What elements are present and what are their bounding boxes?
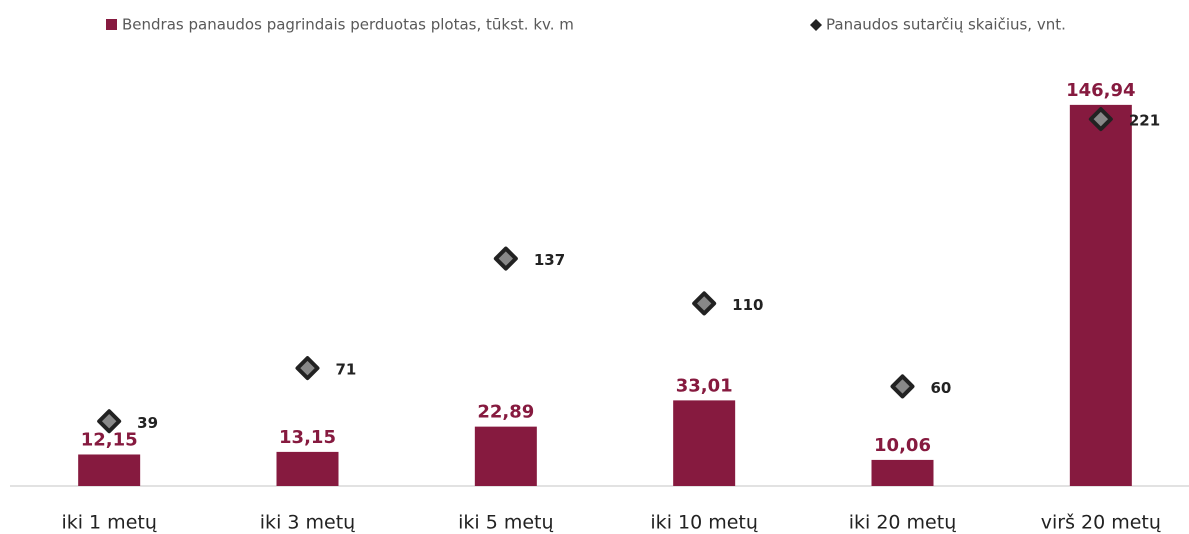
- marker-value-label: 110: [732, 296, 763, 314]
- bar-value-label: 13,15: [279, 427, 336, 448]
- diamond-marker: [493, 246, 518, 271]
- bar-value-label: 146,94: [1066, 80, 1135, 101]
- x-tick-label: iki 5 metų: [458, 512, 553, 534]
- bar: [276, 451, 339, 486]
- legend-label: Panaudos sutarčių skaičius, vnt.: [826, 16, 1066, 34]
- x-tick-label: iki 3 metų: [260, 512, 355, 534]
- diamond-marker: [692, 291, 717, 316]
- bar: [1069, 104, 1132, 486]
- bar: [673, 400, 736, 486]
- marker-value-label: 71: [336, 361, 357, 379]
- x-tick-label: iki 10 metų: [650, 512, 758, 534]
- bar-value-label: 33,01: [676, 375, 733, 396]
- bar: [871, 459, 934, 486]
- x-tick-label: iki 20 metų: [849, 512, 957, 534]
- diamond-marker: [295, 356, 320, 381]
- marker-value-label: 60: [931, 379, 952, 397]
- legend-label: Bendras panaudos pagrindais perduotas pl…: [122, 16, 574, 34]
- legend-swatch: [810, 19, 822, 31]
- x-tick-label: virš 20 metų: [1041, 512, 1161, 534]
- diamond-marker: [890, 374, 915, 399]
- bar-value-label: 10,06: [874, 435, 931, 456]
- legend-swatch: [106, 19, 117, 30]
- bar-value-label: 12,15: [81, 429, 138, 450]
- marker-value-label: 39: [137, 414, 158, 432]
- marker-value-label: 221: [1129, 112, 1160, 130]
- diamond-marker: [1088, 107, 1113, 132]
- x-tick-label: iki 1 metų: [61, 512, 156, 534]
- diamond-marker: [97, 409, 122, 434]
- bar: [474, 426, 537, 486]
- marker-value-label: 137: [534, 251, 565, 269]
- bar-value-label: 22,89: [477, 402, 534, 423]
- bar: [78, 454, 141, 486]
